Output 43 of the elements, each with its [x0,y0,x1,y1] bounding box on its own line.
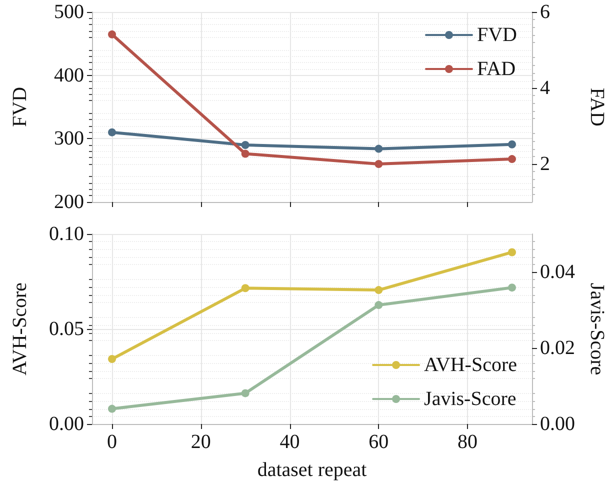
point [108,128,116,136]
point [374,144,383,153]
legend-label: Javis-Score [424,388,516,410]
point [241,389,250,398]
y2-tick-label: 0.00 [540,413,575,435]
legend-label: AVH-Score [424,354,518,376]
y2-axis-title: FAD [586,88,608,126]
y2-tick-label: 0.02 [540,337,575,359]
y2-tick-label: 4 [540,77,550,99]
y2-tick-label: 0.04 [540,261,575,283]
point [508,140,516,148]
point [241,284,250,292]
y-tick-label: 0.05 [49,318,84,340]
point [374,160,383,168]
y2-tick-label: 2 [540,153,550,175]
y-tick-label: 300 [54,128,84,150]
y-axis-title: AVH-Score [9,282,31,376]
point [108,355,116,364]
point [241,150,250,158]
legend-label: FAD [476,58,516,80]
y-tick-label: 0.10 [49,223,84,245]
x-axis-title: dataset repeat [257,459,368,481]
point [108,30,116,38]
x-tick-label: 20 [190,431,211,453]
y2-axis-title: Javis-Score [586,282,608,376]
point [241,141,250,149]
point [108,404,116,413]
point [508,155,516,164]
point [374,286,383,294]
x-tick-label: 80 [458,431,478,453]
legend-label: FVD [476,24,518,46]
y-tick-label: 200 [54,191,84,213]
y-axis-title: FVD [9,86,31,128]
point [374,301,383,310]
y-tick-label: 0.00 [49,413,84,435]
x-tick-label: 60 [368,431,389,453]
point [508,248,516,256]
y-tick-label: 400 [54,64,84,86]
point [508,284,516,292]
y2-tick-label: 6 [540,1,550,23]
y-tick-label: 500 [54,1,84,23]
x-tick-label: 0 [107,431,117,453]
x-tick-label: 40 [280,431,300,453]
